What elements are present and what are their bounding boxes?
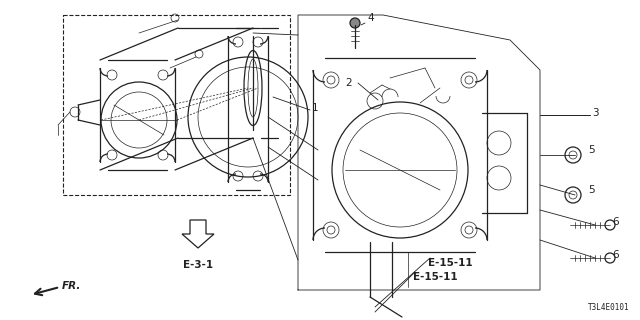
Text: 1: 1 — [312, 103, 319, 113]
Text: E-3-1: E-3-1 — [183, 260, 213, 270]
Text: T3L4E0101: T3L4E0101 — [588, 303, 630, 312]
Polygon shape — [182, 220, 214, 248]
Text: FR.: FR. — [62, 281, 81, 291]
Circle shape — [350, 18, 360, 28]
Text: 4: 4 — [367, 13, 374, 23]
Text: 3: 3 — [592, 108, 598, 118]
Text: E-15-11: E-15-11 — [428, 258, 472, 268]
Text: 5: 5 — [588, 185, 595, 195]
Text: 2: 2 — [345, 78, 351, 88]
Text: E-15-11: E-15-11 — [413, 272, 458, 282]
Bar — [63, 15, 290, 195]
Text: 6: 6 — [612, 250, 619, 260]
Text: 5: 5 — [588, 145, 595, 155]
Text: 6: 6 — [612, 217, 619, 227]
